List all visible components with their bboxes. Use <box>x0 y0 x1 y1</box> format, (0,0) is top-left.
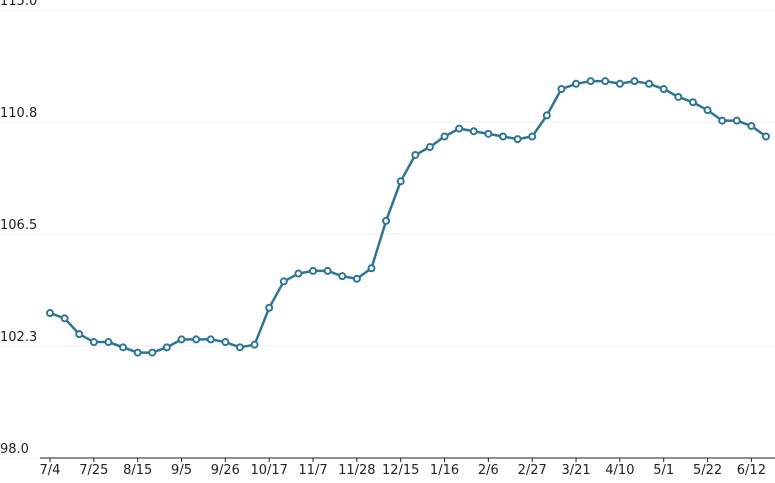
point <box>235 343 244 352</box>
x-tick-label: 7/25 <box>79 463 108 478</box>
x-tick-label: 12/15 <box>382 463 419 478</box>
point <box>572 79 581 88</box>
point <box>309 266 318 275</box>
point <box>221 338 230 347</box>
point <box>645 79 654 88</box>
point <box>206 335 215 344</box>
x-tick-label: 2/27 <box>518 463 547 478</box>
point <box>513 135 522 144</box>
point <box>469 127 478 136</box>
point <box>732 116 741 125</box>
point <box>46 309 54 318</box>
point <box>265 303 274 312</box>
x-tick-label: 8/15 <box>123 463 152 478</box>
point <box>615 79 624 88</box>
point <box>60 314 69 323</box>
point <box>75 330 84 339</box>
point <box>484 129 493 138</box>
y-tick-label: 102.3 <box>0 330 37 345</box>
point <box>674 92 683 101</box>
point <box>89 338 98 347</box>
point <box>542 111 551 120</box>
point <box>148 348 157 357</box>
point <box>133 348 142 357</box>
point <box>294 269 303 278</box>
point <box>528 132 537 141</box>
x-tick-label: 10/17 <box>250 463 287 478</box>
point <box>323 266 332 275</box>
x-tick-label: 11/7 <box>298 463 327 478</box>
point <box>498 132 507 141</box>
point <box>119 343 128 352</box>
point <box>338 272 347 281</box>
y-tick-label: 98.0 <box>0 442 29 457</box>
x-tick-label: 6/12 <box>737 463 766 478</box>
point <box>718 116 727 125</box>
x-tick-label: 5/1 <box>653 463 674 478</box>
point <box>352 274 361 283</box>
point <box>440 132 449 141</box>
x-tick-label: 3/21 <box>561 463 590 478</box>
point <box>659 85 668 94</box>
point <box>762 132 770 141</box>
x-tick-label: 4/10 <box>605 463 634 478</box>
point <box>367 264 376 273</box>
point <box>382 216 391 225</box>
x-tick-label: 9/26 <box>211 463 240 478</box>
point <box>747 121 756 130</box>
point <box>455 124 464 133</box>
x-tick-label: 2/6 <box>478 463 499 478</box>
x-tick-label: 9/5 <box>171 463 192 478</box>
x-tick-label: 11/28 <box>338 463 375 478</box>
y-tick-label: 115.0 <box>0 0 37 9</box>
y-tick-label: 110.8 <box>0 106 37 121</box>
point <box>250 340 259 349</box>
y-tick-label: 106.5 <box>0 218 37 233</box>
x-tick-label: 7/4 <box>40 463 61 478</box>
point <box>557 85 566 94</box>
point <box>703 106 712 115</box>
point <box>162 343 171 352</box>
point <box>192 335 201 344</box>
point <box>279 277 288 286</box>
point <box>104 338 113 347</box>
point <box>601 77 610 86</box>
x-tick-label: 1/16 <box>430 463 459 478</box>
point <box>688 98 697 107</box>
point <box>177 335 186 344</box>
x-tick-label: 5/22 <box>693 463 722 478</box>
point <box>396 177 405 186</box>
point <box>586 77 595 86</box>
point <box>425 143 434 152</box>
point <box>630 77 639 86</box>
point <box>411 150 420 159</box>
